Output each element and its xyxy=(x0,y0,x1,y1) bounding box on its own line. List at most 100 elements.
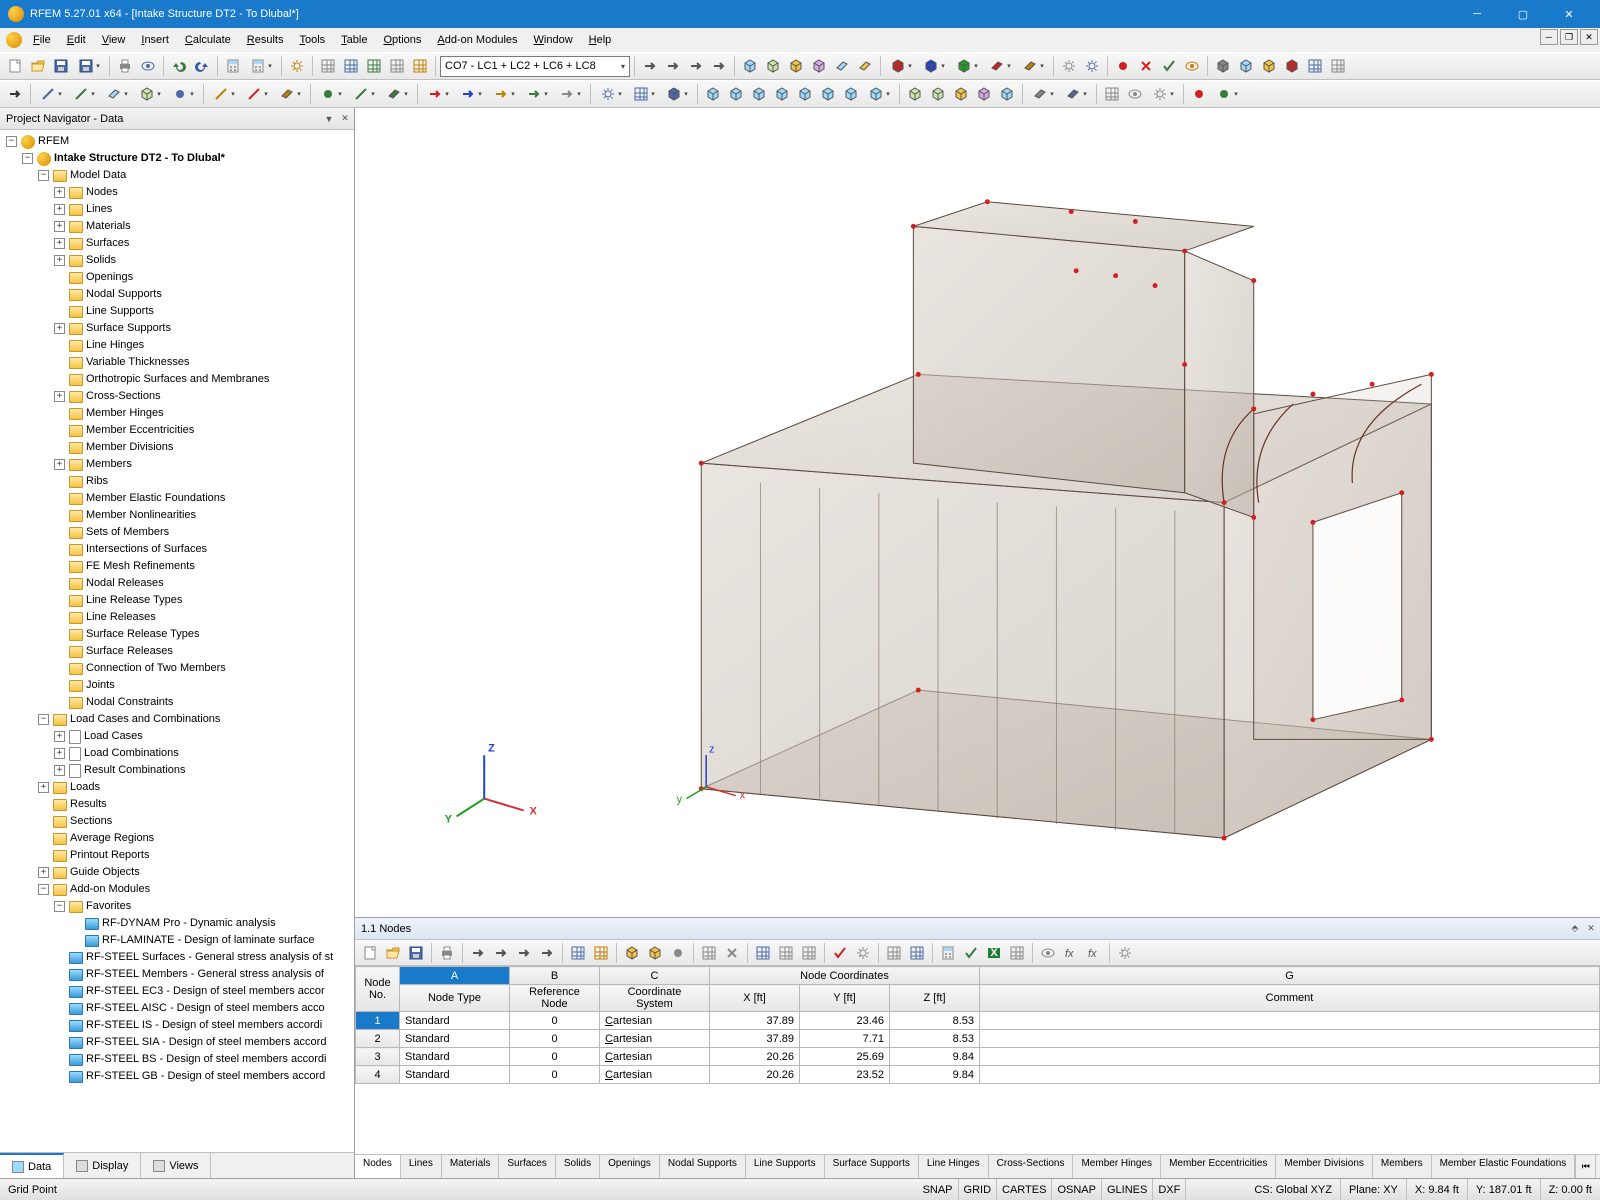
tt-first[interactable] xyxy=(467,942,489,964)
draw5-icon[interactable] xyxy=(167,83,199,105)
tree-nodes[interactable]: +Nodes xyxy=(52,184,352,201)
tt-sel3[interactable] xyxy=(667,942,689,964)
view1-icon[interactable] xyxy=(702,83,724,105)
a2-icon[interactable] xyxy=(1235,55,1257,77)
t2-icon[interactable] xyxy=(628,83,660,105)
tt-c1[interactable] xyxy=(829,942,851,964)
tt-save[interactable] xyxy=(405,942,427,964)
table-row[interactable]: 4Standard0Cartesian20.2623.529.84 xyxy=(356,1066,1600,1084)
save-icon[interactable] xyxy=(50,55,72,77)
v6-icon[interactable] xyxy=(854,55,876,77)
mdi-minimize[interactable]: ─ xyxy=(1540,29,1558,45)
tbltab-nav[interactable]: ◀ xyxy=(1595,1155,1600,1178)
tree-average-regions[interactable]: Average Regions xyxy=(36,830,352,847)
a3-icon[interactable] xyxy=(1258,55,1280,77)
print-icon[interactable] xyxy=(114,55,136,77)
tree-orthotropic-surfaces-and-membranes[interactable]: Orthotropic Surfaces and Membranes xyxy=(52,371,352,388)
tbltab-member-hinges[interactable]: Member Hinges xyxy=(1073,1155,1161,1178)
b5-icon[interactable] xyxy=(996,83,1018,105)
tbltab-nodal-supports[interactable]: Nodal Supports xyxy=(660,1155,746,1178)
tbltab-member-eccentricities[interactable]: Member Eccentricities xyxy=(1161,1155,1276,1178)
tt-h2[interactable] xyxy=(775,942,797,964)
nav-prev-icon[interactable] xyxy=(662,55,684,77)
menu-help[interactable]: Help xyxy=(581,31,620,49)
tt-e2[interactable] xyxy=(906,942,928,964)
tt-filt[interactable] xyxy=(1037,942,1059,964)
table-row[interactable]: 1Standard0Cartesian37.8923.468.53 xyxy=(356,1012,1600,1030)
tree-guide-objects[interactable]: +Guide Objects xyxy=(36,864,352,881)
open-icon[interactable] xyxy=(27,55,49,77)
tree-line-release-types[interactable]: Line Release Types xyxy=(52,592,352,609)
tbltab-solids[interactable]: Solids xyxy=(556,1155,600,1178)
menu-tools[interactable]: Tools xyxy=(291,31,333,49)
tt-chk[interactable] xyxy=(960,942,982,964)
tree-lines[interactable]: +Lines xyxy=(52,201,352,218)
tt-sel1[interactable] xyxy=(621,942,643,964)
load4-icon[interactable] xyxy=(521,83,553,105)
m2-icon[interactable] xyxy=(1135,55,1157,77)
c1-icon[interactable] xyxy=(1027,83,1059,105)
tbltab-lines[interactable]: Lines xyxy=(401,1155,442,1178)
status-toggle-glines[interactable]: GLINES xyxy=(1102,1179,1153,1200)
tree-variable-thicknesses[interactable]: Variable Thicknesses xyxy=(52,354,352,371)
table-row[interactable]: 3Standard0Cartesian20.2625.699.84 xyxy=(356,1048,1600,1066)
navtab-display[interactable]: Display xyxy=(64,1153,141,1178)
tree-load-cases[interactable]: +Load Cases xyxy=(52,728,352,745)
tree-load-cases-and-combinations[interactable]: −Load Cases and Combinations xyxy=(36,711,352,728)
tree-sections[interactable]: Sections xyxy=(36,813,352,830)
b2-icon[interactable] xyxy=(927,83,949,105)
menu-table[interactable]: Table xyxy=(333,31,375,49)
tree-rf-steel-surfaces-general-stress-analysis-of-st[interactable]: RF-STEEL Surfaces - General stress analy… xyxy=(52,949,352,966)
tree-line-hinges[interactable]: Line Hinges xyxy=(52,337,352,354)
tbltab-nav[interactable]: ⏮ xyxy=(1575,1155,1595,1178)
tree-sets-of-members[interactable]: Sets of Members xyxy=(52,524,352,541)
sup3-icon[interactable] xyxy=(381,83,413,105)
tree-line-releases[interactable]: Line Releases xyxy=(52,609,352,626)
menu-calculate[interactable]: Calculate xyxy=(177,31,239,49)
nav-first-icon[interactable] xyxy=(639,55,661,77)
combo-loadcase[interactable]: CO7 - LC1 + LC2 + LC6 + LC8 xyxy=(440,56,630,77)
a4-icon[interactable] xyxy=(1281,55,1303,77)
tree-load-combinations[interactable]: +Load Combinations xyxy=(52,745,352,762)
tbltab-cross-sections[interactable]: Cross-Sections xyxy=(989,1155,1074,1178)
nav-last-icon[interactable] xyxy=(708,55,730,77)
draw1-icon[interactable] xyxy=(35,83,67,105)
grid2-icon[interactable] xyxy=(340,55,362,77)
status-toggle-grid[interactable]: GRID xyxy=(959,1179,998,1200)
d2-icon[interactable] xyxy=(1124,83,1146,105)
maximize-button[interactable]: ▢ xyxy=(1500,0,1546,28)
tree-model-data[interactable]: −Model Data xyxy=(36,167,352,184)
table-close-icon[interactable]: ✕ xyxy=(1584,922,1598,936)
tree-printout-reports[interactable]: Printout Reports xyxy=(36,847,352,864)
m4-icon[interactable] xyxy=(1181,55,1203,77)
menu-edit[interactable]: Edit xyxy=(59,31,94,49)
tt-e1[interactable] xyxy=(883,942,905,964)
tree-rf-steel-is-design-of-steel-members-accordi[interactable]: RF-STEEL IS - Design of steel members ac… xyxy=(52,1017,352,1034)
view7-icon[interactable] xyxy=(840,83,862,105)
d1-icon[interactable] xyxy=(1101,83,1123,105)
tree-rf-steel-sia-design-of-steel-members-accord[interactable]: RF-STEEL SIA - Design of steel members a… xyxy=(52,1034,352,1051)
tree-add-on-modules[interactable]: −Add-on Modules xyxy=(36,881,352,898)
tree-rf-laminate-design-of-laminate-surface[interactable]: RF-LAMINATE - Design of laminate surface xyxy=(68,932,352,949)
tree-openings[interactable]: Openings xyxy=(52,269,352,286)
a6-icon[interactable] xyxy=(1327,55,1349,77)
tbltab-surfaces[interactable]: Surfaces xyxy=(499,1155,555,1178)
tree-surface-release-types[interactable]: Surface Release Types xyxy=(52,626,352,643)
b4-icon[interactable] xyxy=(973,83,995,105)
tt-last[interactable] xyxy=(536,942,558,964)
table-row[interactable]: 2Standard0Cartesian37.897.718.53 xyxy=(356,1030,1600,1048)
e2-icon[interactable] xyxy=(241,83,273,105)
tt-h1[interactable] xyxy=(752,942,774,964)
tree-loads[interactable]: +Loads xyxy=(36,779,352,796)
tree-surface-supports[interactable]: +Surface Supports xyxy=(52,320,352,337)
table-grid[interactable]: NodeNo.ABCNode CoordinatesGNode TypeRefe… xyxy=(355,966,1600,1154)
refresh-icon[interactable] xyxy=(286,55,308,77)
draw4-icon[interactable] xyxy=(134,83,166,105)
e1-icon[interactable] xyxy=(208,83,240,105)
panel2-icon[interactable] xyxy=(409,55,431,77)
v1-icon[interactable] xyxy=(739,55,761,77)
saveall-icon[interactable] xyxy=(73,55,105,77)
tree-rf-steel-gb-design-of-steel-members-accord[interactable]: RF-STEEL GB - Design of steel members ac… xyxy=(52,1068,352,1085)
b3-icon[interactable] xyxy=(950,83,972,105)
tree-member-elastic-foundations[interactable]: Member Elastic Foundations xyxy=(52,490,352,507)
